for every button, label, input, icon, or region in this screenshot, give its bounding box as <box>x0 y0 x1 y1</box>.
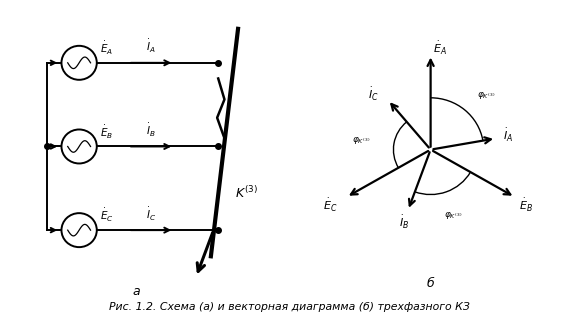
Text: б: б <box>427 278 435 290</box>
Text: $K^{(3)}$: $K^{(3)}$ <box>235 186 258 202</box>
Text: $\dot{E}_A$: $\dot{E}_A$ <box>100 40 113 57</box>
Text: $\dot{E}_C$: $\dot{E}_C$ <box>100 207 114 224</box>
Text: $\dot{E}_B$: $\dot{E}_B$ <box>100 124 113 141</box>
Text: $\dot{E}_B$: $\dot{E}_B$ <box>520 197 533 214</box>
Text: $\dot{I}_A$: $\dot{I}_A$ <box>146 38 156 55</box>
Text: $\dot{I}_C$: $\dot{I}_C$ <box>146 206 156 223</box>
Text: $\dot{E}_C$: $\dot{E}_C$ <box>323 197 338 214</box>
Text: $\dot{E}_A$: $\dot{E}_A$ <box>432 40 446 57</box>
Text: $\varphi_{K^{(3)}}$: $\varphi_{K^{(3)}}$ <box>352 135 370 146</box>
Text: $\dot{I}_B$: $\dot{I}_B$ <box>399 214 409 231</box>
Text: $\varphi_{K^{(3)}}$: $\varphi_{K^{(3)}}$ <box>444 210 463 221</box>
Text: $\dot{I}_A$: $\dot{I}_A$ <box>503 127 513 144</box>
Text: а: а <box>132 285 140 298</box>
Text: $\dot{I}_B$: $\dot{I}_B$ <box>146 122 156 139</box>
Text: $\dot{I}_C$: $\dot{I}_C$ <box>368 85 378 102</box>
Text: $\varphi_{K^{(3)}}$: $\varphi_{K^{(3)}}$ <box>477 90 495 101</box>
Text: Рис. 1.2. Схема (а) и векторная диаграмма (б) трехфазного КЗ: Рис. 1.2. Схема (а) и векторная диаграмм… <box>109 302 469 312</box>
